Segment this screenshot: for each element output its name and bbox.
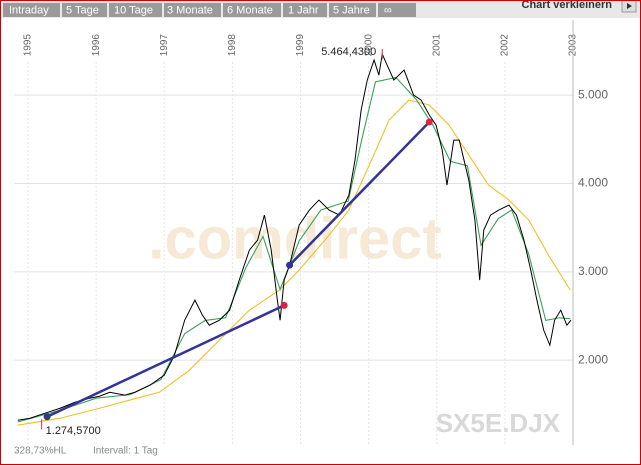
stats: 328,73%HL (14, 446, 67, 457)
series-line (17, 99, 571, 426)
tab[interactable] (109, 3, 162, 17)
x-tick-label: 2002 (500, 34, 511, 57)
tab-label[interactable]: 5 Tage (66, 4, 99, 16)
symbol: SX5E.DJX (436, 408, 561, 438)
shrink-link[interactable]: Chart verkleinern (522, 0, 613, 11)
y-tick-label: 2.000 (578, 352, 608, 366)
trendline (46, 304, 285, 418)
trendline-point (425, 118, 433, 126)
trendline-point (43, 413, 51, 421)
x-tick-label: 1998 (227, 34, 238, 57)
y-tick-label: 3.000 (578, 264, 608, 278)
trendline (288, 121, 431, 266)
y-tick-label: 5.000 (578, 87, 608, 101)
tab-label[interactable]: ∞ (384, 4, 392, 16)
tab-label[interactable]: 5 Jahre (333, 4, 370, 16)
arrow-icon (627, 3, 632, 9)
tab-label[interactable]: 6 Monate (227, 4, 273, 16)
tab-label[interactable]: 3 Monate (167, 4, 213, 16)
annotation-label: 1.274,5700 (46, 425, 101, 437)
x-tick-label: 1995 (23, 34, 34, 57)
interval: Intervall: 1 Tag (93, 446, 158, 457)
annotation-label: 5.464,4300 (321, 46, 376, 58)
x-tick-label: 2000 (363, 34, 374, 57)
tab[interactable] (378, 3, 416, 17)
tab[interactable] (62, 3, 107, 17)
y-tick-label: 4.000 (578, 176, 608, 190)
trendline-point (280, 301, 288, 309)
watermark: .comdirect (148, 206, 441, 271)
x-tick-label: 1996 (91, 34, 102, 57)
plot: 2.000 3.000 4.000 5.000 1995 1996 1997 1998 1999… (14, 20, 608, 445)
trendline-point (286, 261, 294, 269)
series-line (17, 52, 572, 421)
tab[interactable] (223, 3, 281, 17)
tabs: Intraday 5 Tage 10 Tage 3 Monate 6 Monat… (3, 3, 416, 17)
tab-label[interactable]: 1 Jahr (288, 4, 319, 16)
tab[interactable] (164, 3, 221, 17)
x-tick-label: 1997 (159, 34, 170, 57)
x-tick-label: 2001 (431, 34, 442, 57)
tab-label[interactable]: Intraday (9, 4, 49, 16)
tab-label[interactable]: 10 Tage (114, 4, 153, 16)
x-tick-label: 1999 (295, 34, 306, 57)
tab[interactable] (3, 3, 60, 17)
tab[interactable] (329, 3, 376, 17)
tab[interactable] (283, 3, 327, 17)
